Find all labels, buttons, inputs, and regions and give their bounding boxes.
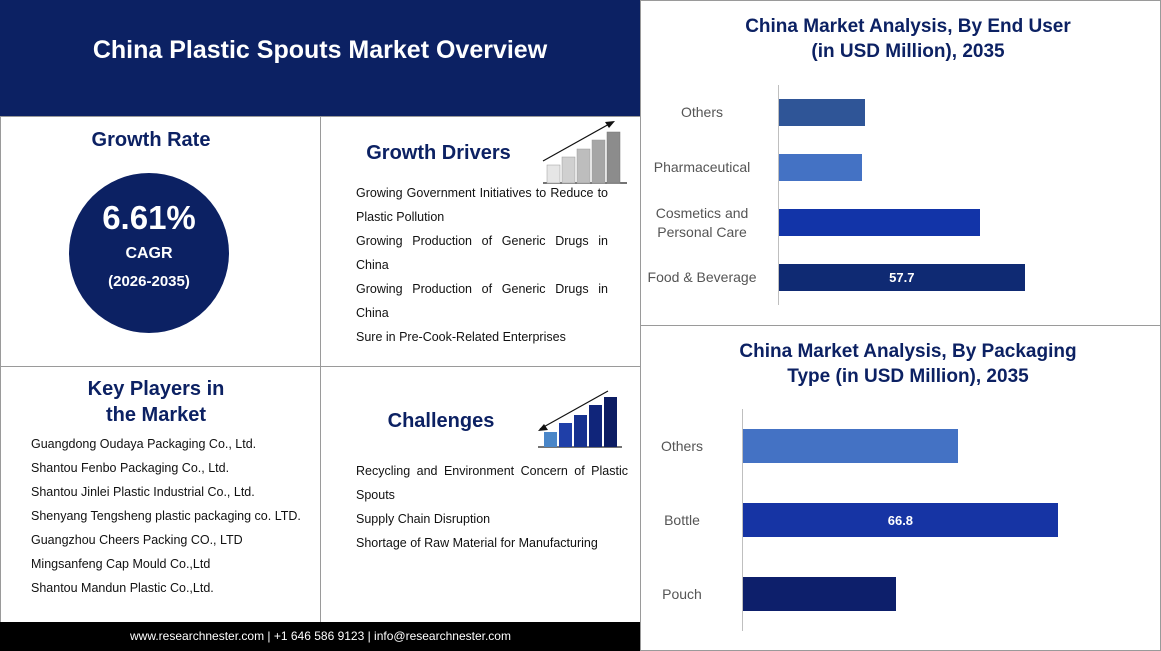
footer-text: www.researchnester.com | +1 646 586 9123… bbox=[130, 629, 511, 643]
bar bbox=[743, 577, 896, 611]
header-title: China Plastic Spouts Market Overview bbox=[92, 36, 548, 64]
axis-line bbox=[742, 409, 743, 631]
chart-panel-packaging bbox=[640, 325, 1161, 651]
challenge-item: Shortage of Raw Material for Manufacturi… bbox=[356, 536, 598, 550]
growth-drivers-panel: Growth Drivers Growing Government Initia… bbox=[320, 116, 641, 367]
chart-title: China Market Analysis, By Packaging Type… bbox=[739, 341, 1077, 387]
player-item: Shenyang Tengsheng plastic packaging co.… bbox=[31, 509, 301, 523]
y-tick-label: Others bbox=[660, 437, 703, 454]
driver-item: Growing Production of Generic Drugs in C… bbox=[356, 282, 608, 320]
footer: www.researchnester.com | +1 646 586 9123… bbox=[0, 622, 641, 651]
bar bbox=[779, 209, 980, 236]
y-tick-label: Bottle bbox=[664, 511, 700, 528]
player-item: Guangzhou Cheers Packing CO., LTD bbox=[31, 533, 243, 547]
y-tick-label: Pharmaceutical bbox=[653, 159, 751, 175]
challenges-panel: Challenges Recycling and Environment Con… bbox=[320, 366, 641, 623]
axis-line bbox=[778, 85, 779, 305]
cagr-label: CAGR bbox=[125, 245, 173, 262]
player-item: Shantou Jinlei Plastic Industrial Co., L… bbox=[31, 485, 255, 499]
growth-icon bbox=[542, 121, 627, 184]
challenges-title: Challenges bbox=[387, 410, 495, 432]
cagr-period: (2026-2035) bbox=[108, 273, 190, 290]
y-tick-label: Others bbox=[680, 104, 723, 120]
y-tick-label: Food & Beverage bbox=[647, 269, 757, 285]
growth-rate-panel: Growth Rate 6.61% CAGR (2026-2035) bbox=[0, 116, 321, 367]
bar bbox=[743, 429, 958, 463]
driver-item: Growing Production of Generic Drugs in C… bbox=[356, 234, 608, 272]
y-tick-label: Pouch bbox=[662, 585, 702, 602]
player-item: Shantou Mandun Plastic Co.,Ltd. bbox=[31, 581, 214, 595]
cagr-circle bbox=[69, 173, 229, 333]
challenge-item: Recycling and Environment Concern of Pla… bbox=[356, 464, 628, 502]
chart-title: China Market Analysis, By End User (in U… bbox=[745, 16, 1071, 62]
challenges-icon bbox=[538, 390, 622, 448]
player-item: Mingsanfeng Cap Mould Co.,Ltd bbox=[31, 557, 211, 571]
header: China Plastic Spouts Market Overview bbox=[0, 0, 640, 116]
bar bbox=[779, 99, 865, 126]
player-item: Shantou Fenbo Packaging Co., Ltd. bbox=[31, 461, 230, 475]
key-players-panel: Key Players in the Market Guangdong Ouda… bbox=[0, 366, 321, 623]
y-tick-label: Cosmetics and Personal Care bbox=[655, 204, 749, 240]
cagr-value: 6.61% bbox=[102, 199, 196, 236]
player-item: Guangdong Oudaya Packaging Co., Ltd. bbox=[31, 437, 257, 451]
growth-drivers-title: Growth Drivers bbox=[366, 142, 511, 164]
value-label: 66.8 bbox=[887, 512, 914, 528]
growth-rate-title: Growth Rate bbox=[91, 129, 211, 151]
driver-item: Growing Government Initiatives to Reduce… bbox=[356, 186, 608, 224]
bar bbox=[743, 503, 1058, 537]
bar bbox=[779, 154, 862, 181]
challenge-item: Supply Chain Disruption bbox=[356, 512, 491, 526]
bar bbox=[779, 264, 1025, 291]
driver-item: Sure in Pre-Cook-Related Enterprises bbox=[356, 330, 566, 344]
key-players-title: Key Players in the Market bbox=[87, 378, 225, 426]
value-label: 57.7 bbox=[889, 270, 915, 285]
